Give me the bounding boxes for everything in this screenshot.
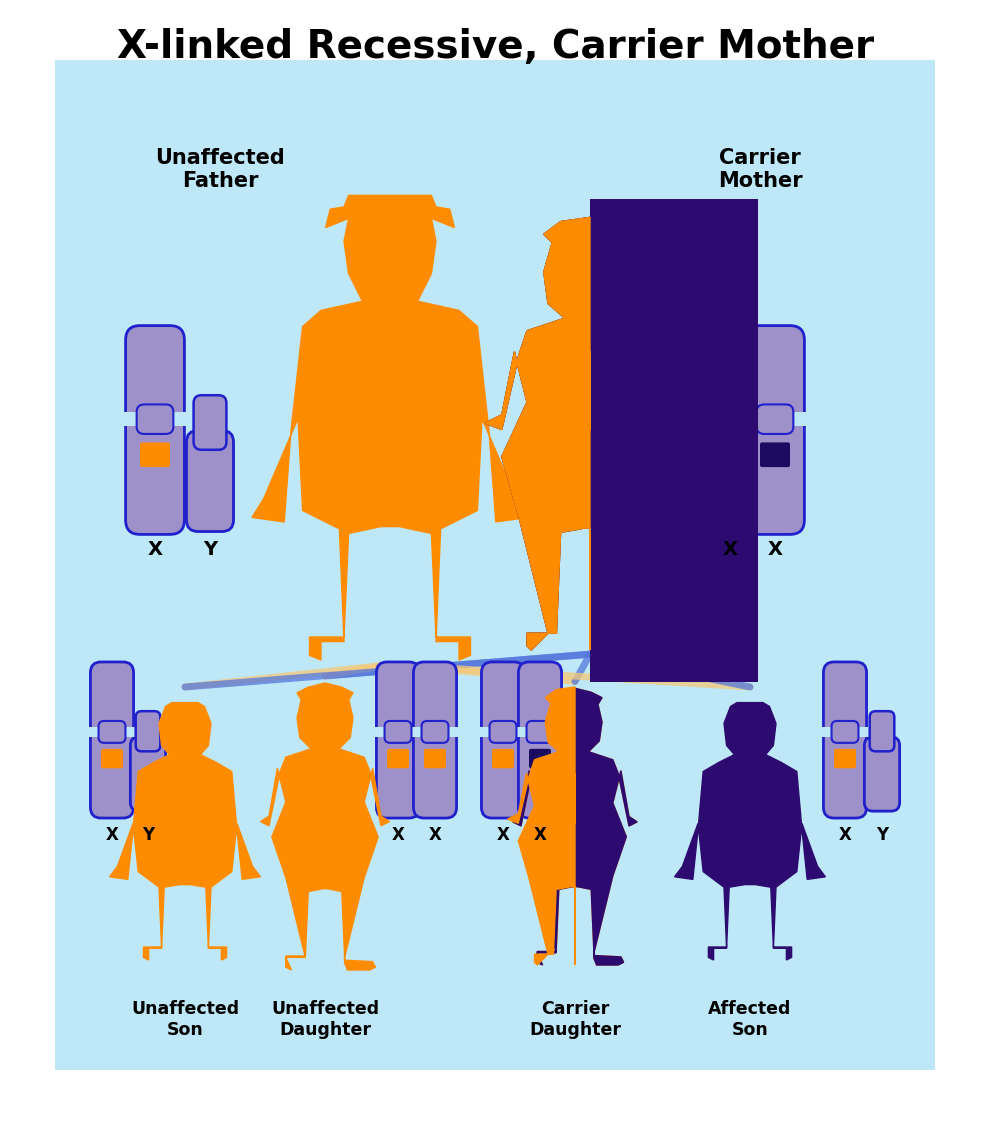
- Text: Unaffected
Daughter: Unaffected Daughter: [271, 1000, 379, 1039]
- FancyBboxPatch shape: [823, 662, 867, 743]
- Text: Affected
Son: Affected Son: [708, 1000, 791, 1039]
- Polygon shape: [485, 218, 695, 650]
- FancyBboxPatch shape: [712, 404, 749, 434]
- Text: X: X: [723, 540, 738, 559]
- FancyBboxPatch shape: [823, 729, 867, 818]
- Bar: [699, 412, 762, 426]
- Bar: [744, 412, 806, 426]
- Bar: [55, 59, 935, 1070]
- Polygon shape: [485, 218, 695, 650]
- FancyBboxPatch shape: [90, 729, 134, 818]
- Text: Carrier
Mother: Carrier Mother: [718, 148, 802, 191]
- FancyBboxPatch shape: [90, 662, 134, 818]
- FancyBboxPatch shape: [98, 721, 125, 743]
- Text: X: X: [148, 540, 163, 559]
- Polygon shape: [109, 702, 260, 960]
- FancyBboxPatch shape: [125, 325, 185, 534]
- FancyBboxPatch shape: [413, 662, 457, 818]
- FancyBboxPatch shape: [746, 325, 804, 534]
- FancyBboxPatch shape: [140, 442, 170, 467]
- FancyBboxPatch shape: [482, 729, 524, 818]
- Bar: [88, 727, 136, 737]
- Text: Y: Y: [142, 826, 154, 844]
- FancyBboxPatch shape: [526, 721, 553, 743]
- FancyBboxPatch shape: [746, 325, 804, 433]
- Polygon shape: [513, 688, 638, 965]
- Polygon shape: [252, 195, 528, 660]
- Polygon shape: [485, 218, 590, 650]
- FancyBboxPatch shape: [701, 325, 760, 534]
- FancyBboxPatch shape: [376, 729, 420, 818]
- FancyBboxPatch shape: [384, 721, 411, 743]
- FancyBboxPatch shape: [376, 662, 420, 818]
- Bar: [374, 727, 422, 737]
- Text: X-linked Recessive, Carrier Mother: X-linked Recessive, Carrier Mother: [117, 28, 875, 66]
- FancyBboxPatch shape: [125, 415, 185, 534]
- Text: X: X: [838, 826, 851, 844]
- FancyBboxPatch shape: [137, 404, 174, 434]
- Polygon shape: [674, 702, 825, 960]
- Polygon shape: [260, 683, 389, 971]
- Bar: [480, 727, 526, 737]
- FancyBboxPatch shape: [136, 711, 160, 752]
- Bar: [140, 742, 157, 748]
- Bar: [516, 727, 564, 737]
- Bar: [200, 438, 220, 447]
- FancyBboxPatch shape: [518, 729, 562, 818]
- FancyBboxPatch shape: [387, 748, 409, 769]
- Text: Unaffected
Son: Unaffected Son: [131, 1000, 239, 1039]
- FancyBboxPatch shape: [757, 404, 793, 434]
- Text: X: X: [496, 826, 509, 844]
- FancyBboxPatch shape: [529, 748, 551, 769]
- Polygon shape: [513, 688, 638, 965]
- FancyBboxPatch shape: [518, 662, 562, 818]
- FancyBboxPatch shape: [518, 662, 562, 743]
- FancyBboxPatch shape: [125, 325, 185, 433]
- Text: X: X: [429, 826, 442, 844]
- FancyBboxPatch shape: [101, 748, 123, 769]
- FancyBboxPatch shape: [490, 721, 516, 743]
- Bar: [874, 742, 891, 748]
- FancyBboxPatch shape: [482, 662, 524, 818]
- FancyBboxPatch shape: [194, 395, 226, 450]
- FancyBboxPatch shape: [870, 711, 895, 752]
- FancyBboxPatch shape: [831, 721, 859, 743]
- FancyBboxPatch shape: [422, 721, 449, 743]
- Bar: [411, 727, 459, 737]
- Text: Y: Y: [203, 540, 217, 559]
- FancyBboxPatch shape: [90, 662, 134, 743]
- FancyBboxPatch shape: [701, 325, 760, 433]
- Text: X: X: [105, 826, 118, 844]
- FancyBboxPatch shape: [701, 415, 760, 534]
- FancyBboxPatch shape: [492, 748, 514, 769]
- FancyBboxPatch shape: [413, 729, 457, 818]
- Text: Carrier
Daughter: Carrier Daughter: [529, 1000, 621, 1039]
- Text: Y: Y: [876, 826, 888, 844]
- Polygon shape: [507, 687, 575, 965]
- FancyBboxPatch shape: [760, 442, 790, 467]
- FancyBboxPatch shape: [413, 662, 457, 743]
- Bar: [123, 412, 187, 426]
- Text: X: X: [391, 826, 404, 844]
- FancyBboxPatch shape: [834, 748, 856, 769]
- FancyBboxPatch shape: [187, 431, 233, 532]
- FancyBboxPatch shape: [424, 748, 446, 769]
- FancyBboxPatch shape: [746, 415, 804, 534]
- Bar: [821, 727, 869, 737]
- Text: Unaffected
Father: Unaffected Father: [155, 148, 285, 191]
- Text: X: X: [768, 540, 782, 559]
- FancyBboxPatch shape: [130, 737, 166, 811]
- FancyBboxPatch shape: [715, 442, 745, 467]
- FancyBboxPatch shape: [482, 662, 524, 743]
- FancyBboxPatch shape: [823, 662, 867, 818]
- FancyBboxPatch shape: [864, 737, 900, 811]
- Bar: [590, 199, 758, 681]
- FancyBboxPatch shape: [376, 662, 420, 743]
- Text: X: X: [533, 826, 546, 844]
